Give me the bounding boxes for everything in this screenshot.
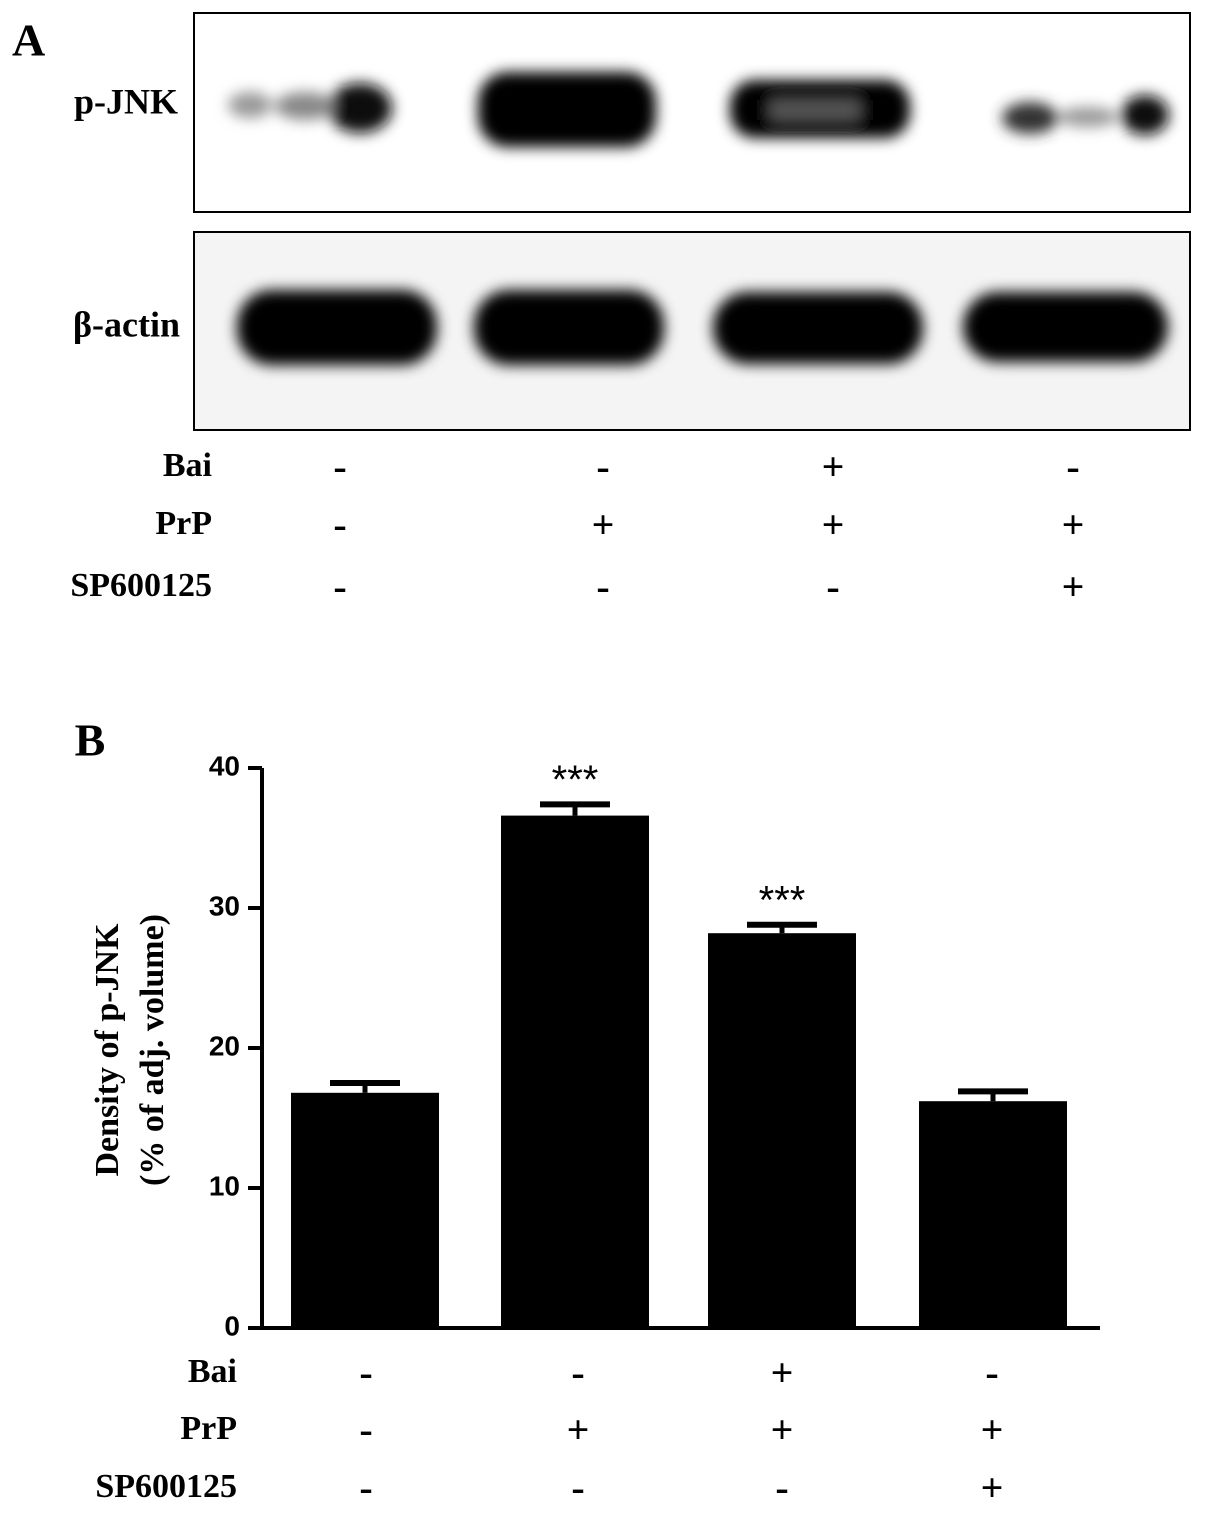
y-axis-label: (% of adj. volume) [134, 914, 171, 1186]
treatment-sign: + [1062, 564, 1085, 609]
actin-bands [237, 290, 1168, 365]
treatment-label: Bai [188, 1353, 237, 1390]
treatment-sign: - [596, 564, 609, 609]
treatment-label: PrP [180, 1410, 237, 1447]
blot-row-label: β-actin [73, 304, 180, 344]
treatment-sign: + [822, 502, 845, 547]
bar [291, 1092, 439, 1328]
y-axis-label: Density of p-JNK [89, 923, 126, 1177]
treatment-sign: - [985, 1350, 998, 1395]
significance: *** [552, 758, 599, 802]
treatment-sign: - [359, 1350, 372, 1395]
treatment-sign: + [822, 444, 845, 489]
treatment-sign: - [359, 1465, 372, 1510]
treatment-sign: - [359, 1407, 372, 1452]
treatment-sign: + [771, 1350, 794, 1395]
treatment-sign: + [981, 1465, 1004, 1510]
treatment-sign: - [333, 564, 346, 609]
panel-label: A [12, 15, 45, 66]
treatment-sign: + [1062, 502, 1085, 547]
treatment-sign: + [567, 1407, 590, 1452]
y-tick-label: 30 [209, 890, 240, 921]
blot-row-label: p-JNK [74, 81, 178, 121]
bar [708, 933, 856, 1328]
treatment-label: PrP [155, 505, 212, 542]
significance: *** [759, 878, 806, 922]
treatment-label: SP600125 [70, 567, 212, 604]
treatment-sign: + [771, 1407, 794, 1452]
y-tick-label: 20 [209, 1030, 240, 1061]
y-tick-label: 40 [209, 750, 240, 781]
treatment-sign: - [775, 1465, 788, 1510]
bar [501, 815, 649, 1328]
pjnk-bands [228, 72, 1169, 147]
y-tick-label: 10 [209, 1170, 240, 1201]
treatment-sign: - [571, 1465, 584, 1510]
y-tick-label: 0 [224, 1310, 240, 1341]
treatment-sign: - [333, 502, 346, 547]
treatment-label: SP600125 [95, 1468, 237, 1505]
treatment-sign: - [1066, 444, 1079, 489]
panel-label: B [75, 715, 106, 766]
bar [919, 1101, 1067, 1328]
treatment-sign: - [826, 564, 839, 609]
treatment-sign: + [981, 1407, 1004, 1452]
treatment-sign: + [592, 502, 615, 547]
treatment-sign: - [333, 444, 346, 489]
treatment-sign: - [571, 1350, 584, 1395]
treatment-label: Bai [163, 447, 212, 484]
treatment-sign: - [596, 444, 609, 489]
